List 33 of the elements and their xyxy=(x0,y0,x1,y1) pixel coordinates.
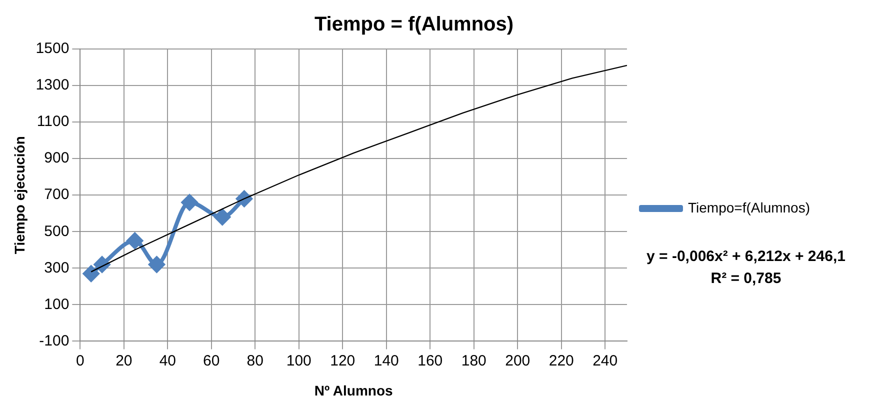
point xyxy=(182,194,198,210)
x-tick-label: 220 xyxy=(548,352,574,370)
x-tick-label: 180 xyxy=(461,352,486,370)
y-axis-title: Tiempo ejecución xyxy=(11,136,28,254)
y-tick-label: -100 xyxy=(39,332,70,350)
text: y = -0,006x² + 6,212x + 246,1 xyxy=(646,248,846,265)
x-tick-label: 60 xyxy=(203,352,220,370)
y-tick-label: 1300 xyxy=(36,76,70,94)
y-tick-label: 700 xyxy=(44,186,70,204)
y-tick-label: 100 xyxy=(44,296,70,313)
y-tick-label: 500 xyxy=(44,222,70,240)
y-tick-label: 900 xyxy=(44,150,70,167)
point xyxy=(148,256,165,272)
y-tick-label: 1500 xyxy=(36,40,70,58)
text: R² = 0,785 xyxy=(710,270,782,287)
x-tick-label: 240 xyxy=(592,352,618,370)
x-tick-label: 0 xyxy=(76,352,84,370)
point xyxy=(214,209,230,226)
x-tick-label: 160 xyxy=(418,352,443,370)
x-tick-label: 140 xyxy=(374,352,399,370)
chart-title: Tiempo = f(Alumnos) xyxy=(314,14,514,36)
point xyxy=(83,266,100,282)
x-tick-label: 40 xyxy=(159,352,176,370)
x-axis-title: Nº Alumnos xyxy=(314,382,394,398)
x-tick-label: 100 xyxy=(286,352,312,370)
x-tick-label: 120 xyxy=(330,352,356,370)
x-tick-label: 20 xyxy=(116,352,132,370)
x-tick-label: 200 xyxy=(505,352,530,370)
point xyxy=(126,232,143,249)
y-tick-label: 1100 xyxy=(36,113,70,130)
legend-label: Tiempo=f(Alumnos) xyxy=(688,199,810,216)
y-tick-label: 300 xyxy=(44,259,70,276)
x-tick-label: 80 xyxy=(246,352,264,370)
